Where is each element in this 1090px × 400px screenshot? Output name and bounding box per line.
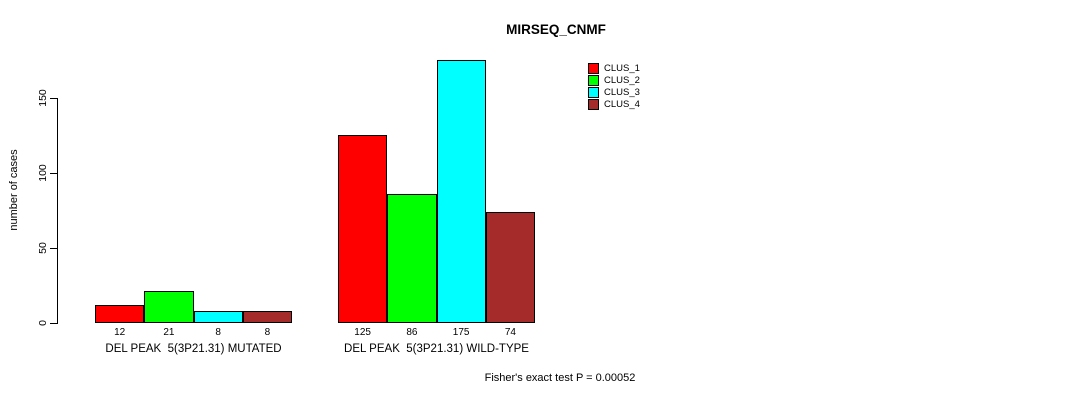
legend-row-clus_4: CLUS_4 — [588, 98, 640, 110]
bar-value-label: 86 — [406, 327, 418, 338]
bar-clus_1-group1 — [95, 305, 144, 323]
bar-value-label: 8 — [264, 327, 271, 338]
bar-clus_2-group2 — [387, 194, 437, 323]
bar-clus_2-group1 — [144, 291, 194, 323]
legend-label: CLUS_2 — [604, 74, 640, 86]
bar-clus_3-group1 — [194, 311, 243, 323]
legend-label: CLUS_3 — [604, 86, 640, 98]
legend-swatch-icon — [588, 62, 599, 74]
group-label: DEL PEAK 5(3P21.31) WILD-TYPE — [344, 343, 529, 355]
legend-swatch-icon — [588, 86, 599, 98]
y-axis-line — [57, 98, 58, 324]
legend-label: CLUS_1 — [604, 62, 640, 74]
legend-swatch-icon — [588, 74, 599, 86]
bar-value-label: 175 — [452, 327, 470, 338]
y-tick-mark — [50, 173, 57, 174]
bar-clus_4-group1 — [243, 311, 292, 323]
y-tick-mark — [50, 323, 57, 324]
y-tick-mark — [50, 98, 57, 99]
legend-label: CLUS_4 — [604, 98, 640, 110]
bar-clus_3-group2 — [437, 60, 486, 323]
fisher-test-annotation: Fisher's exact test P = 0.00052 — [484, 372, 636, 384]
group-label: DEL PEAK 5(3P21.31) MUTATED — [105, 343, 282, 355]
legend: CLUS_1 CLUS_2 CLUS_3 CLUS_4 — [588, 62, 640, 110]
bar-clus_4-group2 — [486, 212, 535, 323]
bar-value-label: 8 — [215, 327, 221, 338]
bar-clus_1-group2 — [338, 135, 387, 323]
bar-value-label: 12 — [114, 327, 126, 338]
legend-row-clus_1: CLUS_1 — [588, 62, 640, 74]
bar-value-label: 21 — [163, 327, 175, 338]
y-tick-mark — [50, 248, 57, 249]
legend-row-clus_2: CLUS_2 — [588, 74, 640, 86]
chart-title: MIRSEQ_CNMF — [506, 22, 606, 37]
bar-value-label: 125 — [354, 327, 371, 338]
legend-swatch-icon — [588, 98, 599, 110]
bar-value-label: 74 — [504, 327, 516, 338]
legend-row-clus_3: CLUS_3 — [588, 86, 640, 98]
